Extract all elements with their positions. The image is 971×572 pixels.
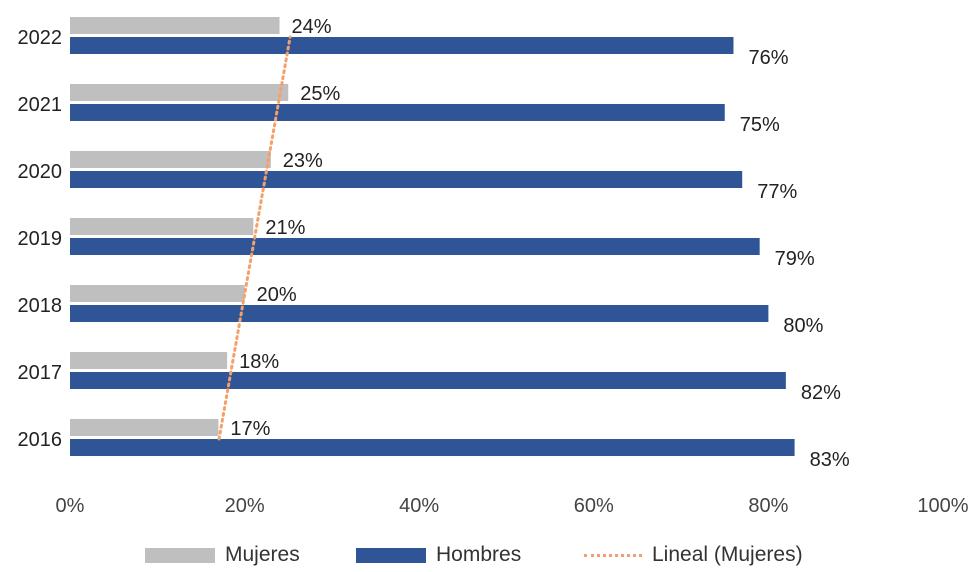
x-tick-label-100pct: 100% [917, 495, 968, 517]
data-label-mujeres-2019: 21% [265, 217, 305, 239]
legend-label-mujeres: Mujeres [225, 543, 300, 566]
category-label-2022: 2022 [18, 27, 63, 49]
category-label-2018: 2018 [18, 295, 63, 317]
legend-label-trendline: Lineal (Mujeres) [652, 543, 803, 566]
x-tick-label-40pct: 40% [399, 495, 439, 517]
bar-hombres-2017 [70, 372, 786, 389]
bar-mujeres-2016 [70, 419, 219, 436]
trendline-mujeres [217, 35, 292, 441]
data-label-hombres-2020: 77% [757, 181, 797, 203]
legend: Mujeres Hombres Lineal (Mujeres) [0, 540, 971, 570]
legend-label-hombres: Hombres [436, 543, 522, 566]
bar-hombres-2018 [70, 305, 769, 322]
data-label-mujeres-2016: 17% [230, 418, 270, 440]
legend-swatch-mujeres [145, 547, 215, 563]
bar-hombres-2021 [70, 104, 725, 121]
x-tick-label-20pct: 20% [225, 495, 265, 517]
bar-mujeres-2018 [70, 285, 245, 302]
bar-hombres-2019 [70, 238, 760, 255]
data-label-mujeres-2017: 18% [239, 351, 279, 373]
data-label-hombres-2016: 83% [810, 449, 850, 471]
bar-mujeres-2021 [70, 84, 289, 101]
data-label-hombres-2019: 79% [775, 248, 815, 270]
data-label-mujeres-2022: 24% [292, 16, 332, 38]
category-label-2019: 2019 [18, 228, 63, 250]
category-label-2016: 2016 [18, 429, 63, 451]
x-tick-label-60pct: 60% [574, 495, 614, 517]
bar-mujeres-2020 [70, 151, 271, 168]
legend-item-hombres: Hombres [356, 540, 521, 570]
bar-mujeres-2017 [70, 352, 228, 369]
legend-swatch-hombres [356, 547, 426, 563]
x-tick-label-0pct: 0% [56, 495, 85, 517]
data-label-hombres-2021: 75% [740, 114, 780, 136]
category-label-2017: 2017 [18, 362, 63, 384]
data-label-hombres-2022: 76% [748, 47, 788, 69]
bar-hombres-2016 [70, 439, 795, 456]
data-label-mujeres-2020: 23% [283, 150, 323, 172]
data-label-hombres-2018: 80% [783, 315, 823, 337]
legend-item-mujeres: Mujeres [145, 540, 300, 570]
category-label-2021: 2021 [18, 94, 63, 116]
legend-item-trendline: Lineal (Mujeres) [584, 540, 803, 570]
bar-mujeres-2019 [70, 218, 254, 235]
bar-hombres-2020 [70, 171, 743, 188]
x-tick-label-80pct: 80% [748, 495, 788, 517]
data-label-hombres-2017: 82% [801, 382, 841, 404]
category-label-2020: 2020 [18, 161, 63, 183]
bar-hombres-2022 [70, 37, 734, 54]
bar-mujeres-2022 [70, 17, 280, 34]
data-label-mujeres-2018: 20% [257, 284, 297, 306]
data-label-mujeres-2021: 25% [300, 83, 340, 105]
legend-line-trendline [584, 553, 642, 557]
